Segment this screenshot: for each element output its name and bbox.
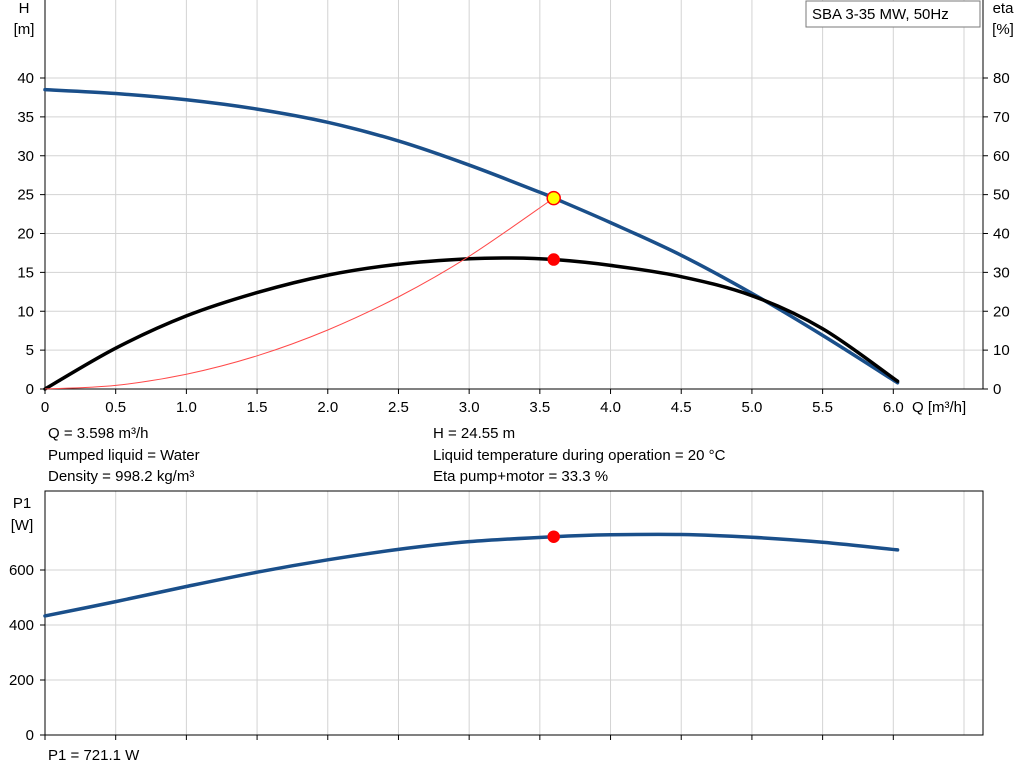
info-temperature: Liquid temperature during operation = 20… xyxy=(433,447,726,464)
points-layer xyxy=(546,190,561,543)
flow-axis-label: Q [m³/h] xyxy=(912,399,966,416)
head-curve xyxy=(43,87,900,385)
flow-tick-label: 1.0 xyxy=(176,399,197,416)
eta-tick-label: 30 xyxy=(993,264,1010,281)
eta-tick-label: 0 xyxy=(993,381,1001,398)
flow-tick-label: 4.0 xyxy=(600,399,621,416)
head-axis-label-line2: [m] xyxy=(14,21,35,38)
info-eta: Eta pump+motor = 33.3 % xyxy=(433,468,609,485)
system-curve xyxy=(44,197,555,390)
info-head: H = 24.55 m xyxy=(433,425,516,442)
flow-tick-label: 1.5 xyxy=(247,399,268,416)
flow-tick-label: 2.0 xyxy=(317,399,338,416)
info-liquid: Pumped liquid = Water xyxy=(48,447,200,464)
info-flow: Q = 3.598 m³/h xyxy=(48,425,149,442)
legend-box: SBA 3-35 MW, 50Hz xyxy=(805,0,981,28)
flow-tick-label: 0 xyxy=(41,399,49,416)
head-tick-label: 35 xyxy=(17,109,34,126)
head-tick-label: 20 xyxy=(17,226,34,243)
series-layer xyxy=(43,87,900,618)
head-tick-label: 25 xyxy=(17,187,34,204)
flow-tick-label: 5.0 xyxy=(741,399,762,416)
head-tick-label: 5 xyxy=(26,342,34,359)
power-tick-label: 200 xyxy=(9,672,34,689)
duty-point-efficiency xyxy=(547,253,560,266)
eta-tick-label: 20 xyxy=(993,303,1010,320)
eta-axis-label-line1: eta xyxy=(993,0,1015,17)
eta-tick-label: 70 xyxy=(993,109,1010,126)
head-tick-label: 10 xyxy=(17,303,34,320)
head-tick-label: 30 xyxy=(17,148,34,165)
flow-tick-label: 6.0 xyxy=(883,399,904,416)
flow-tick-label: 3.0 xyxy=(459,399,480,416)
frame-layer xyxy=(44,0,984,736)
power-panel-frame xyxy=(44,490,984,736)
flow-tick-label: 2.5 xyxy=(388,399,409,416)
flow-tick-label: 5.5 xyxy=(812,399,833,416)
legend-label: SBA 3-35 MW, 50Hz xyxy=(812,6,949,23)
flow-tick-label: 4.5 xyxy=(671,399,692,416)
duty-point-power xyxy=(547,530,560,543)
power-tick-label: 0 xyxy=(26,727,34,744)
eta-tick-label: 60 xyxy=(993,148,1010,165)
power-tick-label: 400 xyxy=(9,617,34,634)
power-curve xyxy=(43,532,900,618)
info-density: Density = 998.2 kg/m³ xyxy=(48,468,195,485)
eta-tick-label: 80 xyxy=(993,70,1010,87)
efficiency-curve xyxy=(43,256,900,391)
power-axis-label-line2: [W] xyxy=(11,517,34,534)
eta-tick-label: 10 xyxy=(993,342,1010,359)
info-power: P1 = 721.1 W xyxy=(48,747,140,764)
power-axis-label-line1: P1 xyxy=(13,495,31,512)
eta-tick-label: 40 xyxy=(993,226,1010,243)
flow-tick-label: 0.5 xyxy=(105,399,126,416)
flow-tick-label: 3.5 xyxy=(529,399,550,416)
head-tick-label: 15 xyxy=(17,264,34,281)
head-tick-label: 40 xyxy=(17,70,34,87)
head-tick-label: 0 xyxy=(26,381,34,398)
head-axis-label-line1: H xyxy=(19,0,30,17)
power-tick-label: 600 xyxy=(9,562,34,579)
eta-axis-label-line2: [%] xyxy=(992,21,1014,38)
grid-layer xyxy=(44,0,983,736)
duty-point-head xyxy=(546,190,561,206)
eta-tick-label: 50 xyxy=(993,187,1010,204)
